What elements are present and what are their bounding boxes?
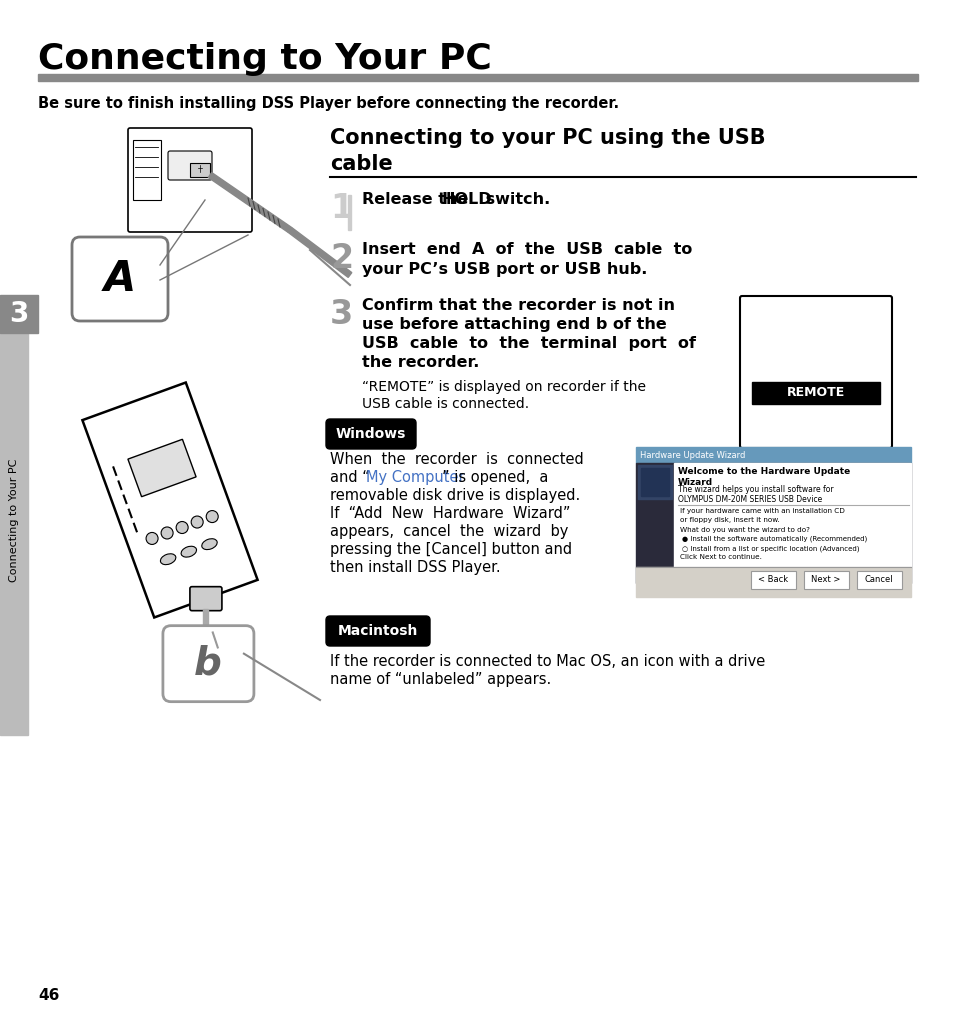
Polygon shape <box>128 439 196 497</box>
Text: 2: 2 <box>330 242 353 275</box>
Text: My Computer: My Computer <box>366 470 464 485</box>
Text: 3: 3 <box>10 300 29 328</box>
Text: Hardware Update Wizard: Hardware Update Wizard <box>639 451 744 460</box>
FancyArrow shape <box>288 228 352 277</box>
Text: Cancel: Cancel <box>863 575 892 585</box>
FancyBboxPatch shape <box>326 616 430 646</box>
Circle shape <box>176 521 188 533</box>
Text: The wizard helps you install software for: The wizard helps you install software fo… <box>678 485 833 494</box>
Text: Next >: Next > <box>810 575 840 585</box>
Bar <box>640 468 668 496</box>
Text: USB cable is connected.: USB cable is connected. <box>361 397 529 411</box>
Bar <box>132 140 161 200</box>
Text: Windows: Windows <box>335 427 406 442</box>
Bar <box>751 382 879 404</box>
Text: Welcome to the Hardware Update
Wizard: Welcome to the Hardware Update Wizard <box>678 467 849 487</box>
Text: If the recorder is connected to Mac OS, an icon with a drive: If the recorder is connected to Mac OS, … <box>330 654 764 669</box>
FancyBboxPatch shape <box>326 419 416 449</box>
Text: Release the: Release the <box>361 192 474 207</box>
Bar <box>348 195 351 230</box>
Text: Connecting to Your PC: Connecting to Your PC <box>9 458 19 582</box>
Text: 3: 3 <box>330 298 353 331</box>
FancyBboxPatch shape <box>163 625 253 702</box>
Text: removable disk drive is displayed.: removable disk drive is displayed. <box>330 487 579 503</box>
FancyBboxPatch shape <box>190 587 222 611</box>
Text: name of “unlabeled” appears.: name of “unlabeled” appears. <box>330 672 551 687</box>
Ellipse shape <box>181 546 196 557</box>
Text: then install DSS Player.: then install DSS Player. <box>330 560 500 575</box>
Text: appears,  cancel  the  wizard  by: appears, cancel the wizard by <box>330 524 568 539</box>
FancyArrow shape <box>208 173 292 232</box>
Circle shape <box>206 511 218 522</box>
Text: When  the  recorder  is  connected: When the recorder is connected <box>330 452 583 467</box>
Circle shape <box>191 516 203 528</box>
Text: REMOTE: REMOTE <box>786 386 844 400</box>
Text: or floppy disk, insert it now.: or floppy disk, insert it now. <box>679 517 779 523</box>
Text: A: A <box>104 258 136 300</box>
Polygon shape <box>82 382 257 617</box>
Text: If your hardware came with an installation CD: If your hardware came with an installati… <box>679 508 844 514</box>
Bar <box>0 295 38 333</box>
Text: Connecting to your PC using the USB: Connecting to your PC using the USB <box>330 128 765 148</box>
Text: Insert  end  A  of  the  USB  cable  to: Insert end A of the USB cable to <box>361 242 692 257</box>
Text: b: b <box>193 645 222 683</box>
Bar <box>190 162 210 177</box>
Text: What do you want the wizard to do?: What do you want the wizard to do? <box>679 527 809 533</box>
FancyBboxPatch shape <box>740 296 891 448</box>
Bar <box>638 465 671 499</box>
Text: Connecting to Your PC: Connecting to Your PC <box>38 42 491 76</box>
Bar <box>38 74 917 81</box>
Circle shape <box>161 527 172 539</box>
Text: ● Install the software automatically (Recommended): ● Install the software automatically (Re… <box>681 536 866 543</box>
Text: Macintosh: Macintosh <box>337 624 417 638</box>
Bar <box>750 571 795 589</box>
FancyArrow shape <box>203 609 208 634</box>
Text: USB  cable  to  the  terminal  port  of: USB cable to the terminal port of <box>361 336 696 351</box>
Text: use before attaching end b of the: use before attaching end b of the <box>361 317 666 332</box>
Text: ○ Install from a list or specific location (Advanced): ○ Install from a list or specific locati… <box>681 545 859 552</box>
Text: your PC’s USB port or USB hub.: your PC’s USB port or USB hub. <box>361 262 647 277</box>
Bar <box>636 447 910 463</box>
Ellipse shape <box>160 554 175 564</box>
Bar <box>856 571 901 589</box>
Text: and “: and “ <box>330 470 370 485</box>
Bar <box>803 571 848 589</box>
Text: If  “Add  New  Hardware  Wizard”: If “Add New Hardware Wizard” <box>330 506 570 521</box>
Text: pressing the [Cancel] button and: pressing the [Cancel] button and <box>330 542 572 557</box>
Text: 46: 46 <box>38 988 59 1003</box>
Bar <box>673 463 910 583</box>
Text: Be sure to finish installing DSS Player before connecting the recorder.: Be sure to finish installing DSS Player … <box>38 96 618 111</box>
Bar <box>636 463 910 583</box>
Ellipse shape <box>202 539 217 550</box>
Text: switch.: switch. <box>479 192 550 207</box>
Text: Confirm that the recorder is not in: Confirm that the recorder is not in <box>361 298 675 313</box>
Text: HOLD: HOLD <box>441 192 492 207</box>
Text: Click Next to continue.: Click Next to continue. <box>679 554 761 560</box>
Text: 1: 1 <box>330 192 353 225</box>
Bar <box>636 567 910 597</box>
FancyBboxPatch shape <box>71 237 168 321</box>
Bar <box>0 305 28 735</box>
Text: “REMOTE” is displayed on recorder if the: “REMOTE” is displayed on recorder if the <box>361 380 645 394</box>
Text: < Back: < Back <box>757 575 787 585</box>
Text: OLYMPUS DM-20M SERIES USB Device: OLYMPUS DM-20M SERIES USB Device <box>678 495 821 504</box>
FancyBboxPatch shape <box>168 151 212 180</box>
Text: ” is opened,  a: ” is opened, a <box>441 470 548 485</box>
Text: cable: cable <box>330 154 393 174</box>
Text: the recorder.: the recorder. <box>361 355 478 370</box>
FancyBboxPatch shape <box>128 128 252 232</box>
Circle shape <box>146 532 158 545</box>
